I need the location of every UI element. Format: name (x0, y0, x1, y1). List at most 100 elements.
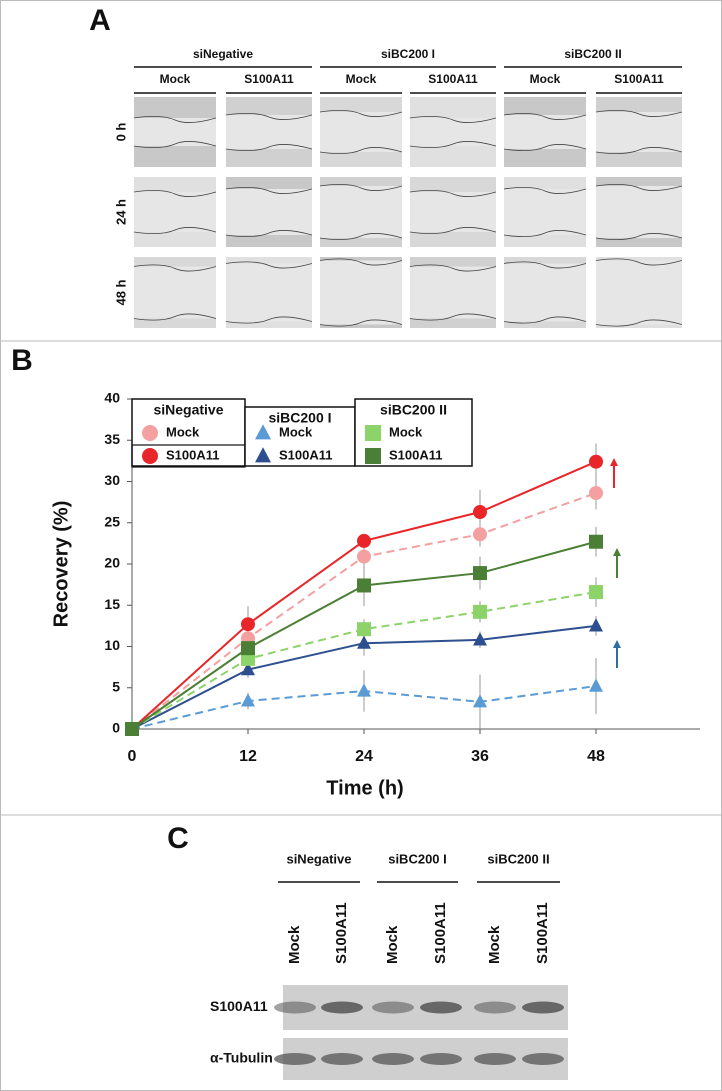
legend-marker (255, 424, 271, 440)
legend-marker (142, 425, 158, 441)
wound-gap (504, 189, 586, 235)
blot-band (522, 1001, 564, 1014)
wound-gap (134, 192, 216, 232)
marker (357, 635, 371, 649)
legend-marker (142, 448, 158, 464)
y-tick-label: 40 (104, 390, 120, 406)
wound-edge (409, 190, 497, 234)
marker (589, 678, 603, 692)
wound-edge (503, 261, 587, 324)
marker (357, 683, 371, 697)
legend-label: S100A11 (389, 447, 443, 462)
wound-edge (319, 258, 403, 327)
y-tick-label: 25 (104, 513, 120, 529)
wound-edge (409, 116, 497, 148)
x-tick-label: 24 (355, 748, 373, 765)
condition-label: S100A11 (428, 72, 478, 86)
wound-gap (504, 263, 586, 322)
x-tick-label: 36 (471, 748, 489, 765)
legend-label: Mock (389, 424, 423, 439)
blot-band (522, 1053, 564, 1065)
wound-gap (504, 115, 586, 149)
wound-edge (595, 184, 683, 240)
legend-group: siBC200 I (268, 410, 331, 426)
marker (473, 604, 487, 619)
marker (241, 641, 255, 656)
marker (357, 578, 371, 593)
group-label: siBC200 I (388, 851, 447, 866)
legend-marker (255, 447, 271, 463)
blot-band (474, 1053, 516, 1065)
condition-label: Mock (530, 72, 561, 86)
condition-label: Mock (346, 72, 377, 86)
marker (589, 585, 603, 600)
wound-edge (319, 184, 403, 240)
group-label: siNegative (286, 851, 351, 866)
x-axis-title: Time (h) (326, 777, 403, 799)
wound-edge (133, 190, 217, 234)
time-label: 0 h (113, 123, 128, 142)
y-tick-label: 5 (112, 678, 120, 694)
wound-gap (134, 118, 216, 146)
wound-gap (410, 118, 496, 146)
y-tick-label: 0 (112, 720, 120, 736)
marker (589, 618, 603, 632)
condition-label: Mock (160, 72, 191, 86)
legend-group: siBC200 II (380, 402, 447, 418)
blot-label: α-Tubulin (210, 1050, 273, 1066)
group-label: siNegative (193, 47, 253, 61)
blot-band (372, 1001, 414, 1014)
blot-band (321, 1053, 363, 1065)
group-label: siBC200 I (381, 47, 435, 61)
marker (589, 486, 603, 501)
legend-group: siNegative (153, 402, 223, 418)
marker (357, 533, 371, 548)
wound-gap (320, 260, 402, 325)
blot-band (274, 1001, 316, 1014)
marker (473, 566, 487, 581)
blot-band (474, 1001, 516, 1014)
group-label: siBC200 II (564, 47, 621, 61)
blot-band (420, 1001, 462, 1014)
wound-gap (410, 266, 496, 319)
wound-gap (410, 192, 496, 232)
wound-edge (225, 187, 313, 237)
condition-label: S100A11 (244, 72, 294, 86)
wound-edge (133, 264, 217, 321)
marker (241, 651, 255, 666)
wound-gap (134, 266, 216, 319)
y-axis-title: Recovery (%) (50, 501, 72, 628)
marker (473, 632, 487, 646)
wound-gap (320, 186, 402, 238)
x-tick-label: 0 (128, 748, 137, 765)
wound-edge (133, 116, 217, 148)
legend-label: S100A11 (279, 447, 333, 462)
legend-label: Mock (279, 424, 313, 439)
blot-band (420, 1053, 462, 1065)
condition-label: Mock (486, 925, 503, 964)
wound-gap (596, 260, 682, 325)
marker (473, 505, 487, 520)
x-tick-label: 48 (587, 748, 605, 765)
y-tick-label: 35 (104, 431, 120, 447)
condition-label: S100A11 (432, 902, 449, 964)
legend-label: S100A11 (166, 447, 220, 462)
marker (241, 617, 255, 632)
wound-gap (596, 112, 682, 152)
wound-gap (596, 186, 682, 238)
panel-label: B (11, 344, 33, 377)
wound-edge (503, 113, 587, 151)
y-tick-label: 15 (104, 596, 120, 612)
group-label: siBC200 II (487, 851, 549, 866)
marker (473, 527, 487, 542)
legend-marker (365, 448, 381, 464)
wound-gap (226, 263, 312, 322)
y-tick-label: 10 (104, 637, 120, 653)
blot-band (274, 1053, 316, 1065)
condition-label: S100A11 (534, 902, 551, 964)
panel-label: A (89, 4, 111, 37)
condition-label: Mock (286, 925, 303, 964)
marker (473, 694, 487, 708)
blot-band (321, 1001, 363, 1014)
